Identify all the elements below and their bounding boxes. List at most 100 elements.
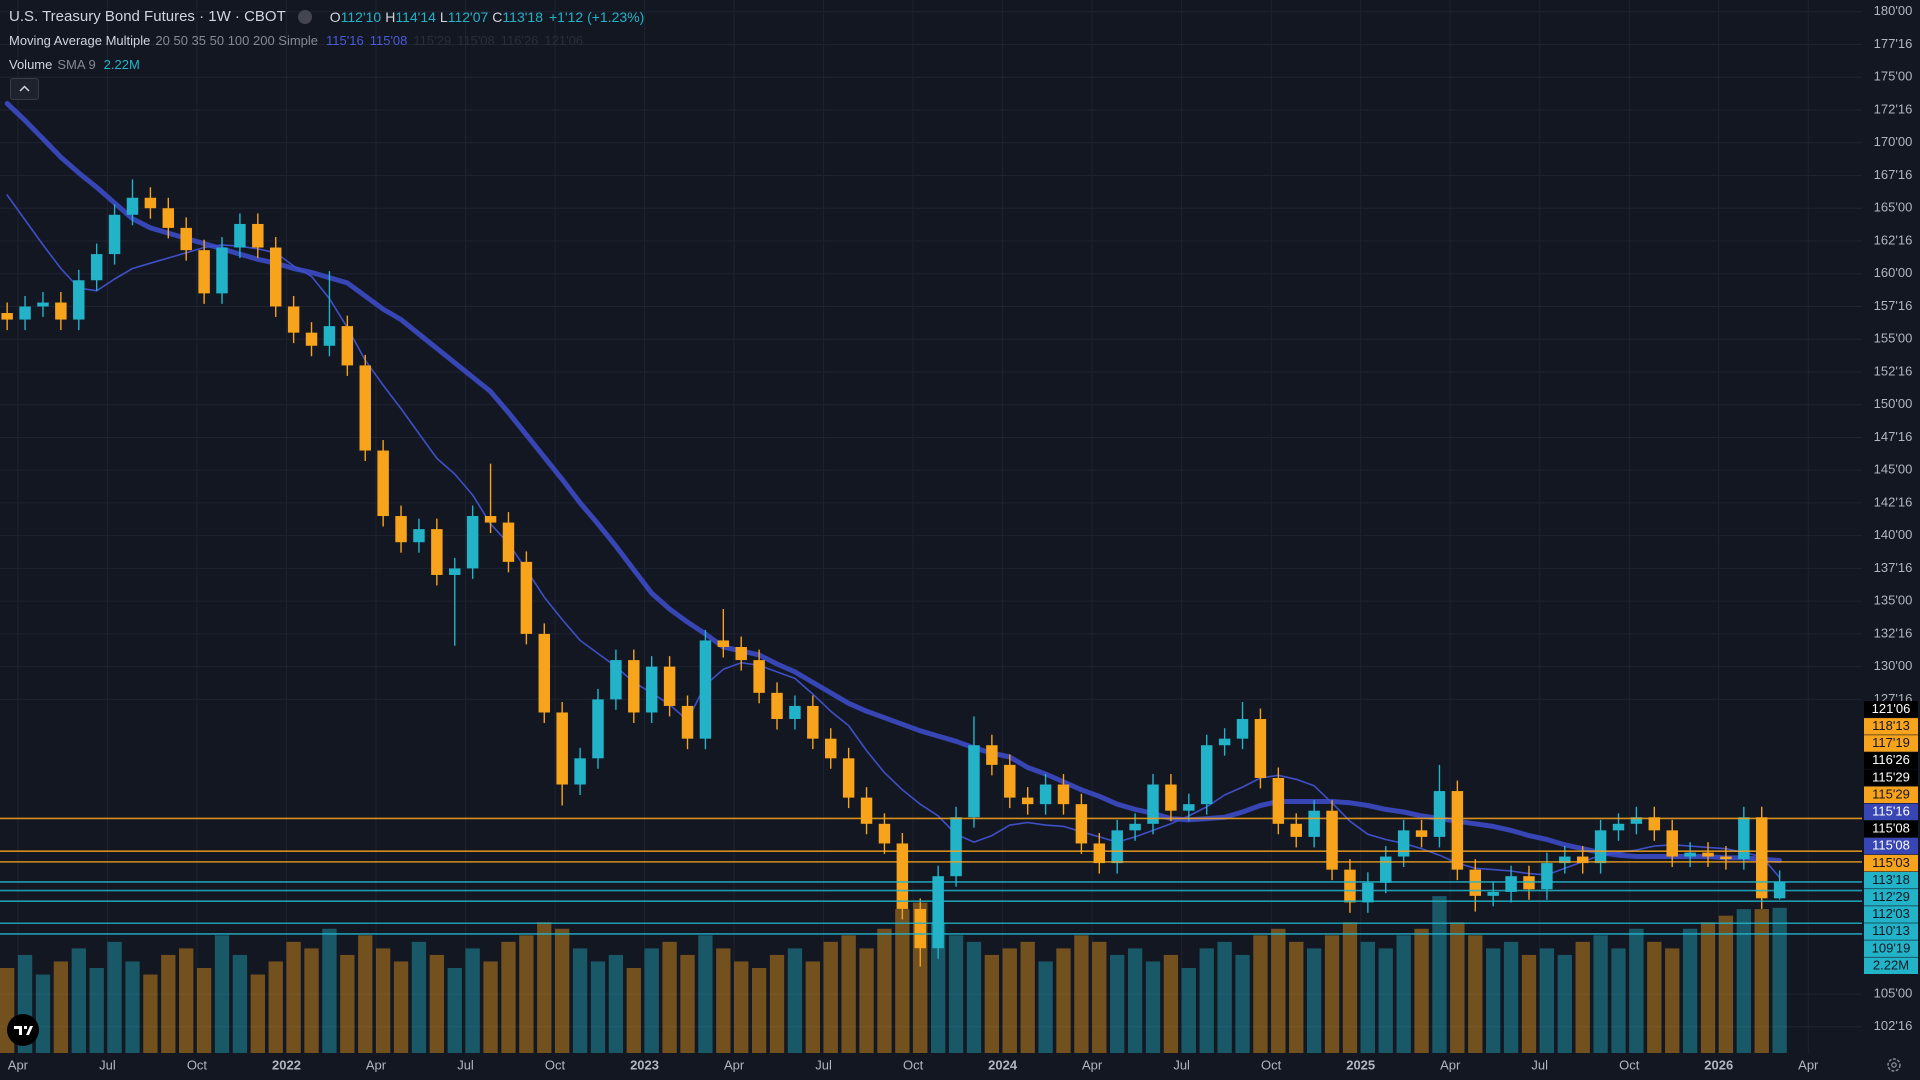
volume-bar [1342,922,1358,1053]
market-status[interactable] [297,10,312,24]
settings-button[interactable] [1887,1058,1901,1072]
candle-body [323,326,336,346]
y-tick-label: 140'00 [1874,527,1913,542]
price-marker-label: 110'13 [1872,923,1910,938]
volume-bar [1772,907,1787,1053]
volume-bar [411,941,427,1053]
candle-body [1541,863,1553,890]
candle-body [502,522,515,562]
collapse-legend-button[interactable] [10,78,39,100]
candle-body [1415,830,1428,837]
x-tick-label: Jul [99,1057,116,1072]
indicator-value: 116'26 [500,33,539,48]
price-marker-label: 115'16 [1872,804,1910,819]
indicator-name: Moving Average Multiple [9,33,151,48]
price-marker-box [1864,837,1918,855]
volume-bar [1468,935,1483,1053]
candle-body [1236,719,1249,739]
x-tick-label: 2025 [1346,1057,1375,1072]
volume-bar [823,941,838,1053]
price-marker-box [1864,786,1918,803]
y-tick-label: 170'00 [1874,134,1913,149]
volume-bar [1682,928,1698,1053]
volume-bar [53,961,69,1053]
candle-body [1666,830,1678,857]
volume-bar [877,928,892,1053]
volume-bar [1199,948,1214,1053]
candle-body [359,365,371,451]
candle-body [645,666,658,713]
y-tick-label: 155'00 [1874,331,1913,346]
candle-body [842,758,855,798]
candle-body [1075,804,1088,844]
volume-bar [1647,941,1662,1053]
y-tick-label: 150'00 [1874,396,1913,411]
volume-bar [232,954,248,1053]
candle-body [1165,784,1177,811]
logo[interactable] [7,1014,39,1046]
volume-bar [322,928,337,1053]
candle-body [484,516,497,523]
y-tick-label: 177'16 [1874,36,1913,51]
candle-body [234,223,246,248]
candle-body [1326,810,1338,870]
indicator-value: 115'08 [457,33,495,48]
y-tick-label: 157'16 [1874,298,1913,313]
candle-body [341,326,354,366]
volume-bar [1396,935,1411,1053]
candle-body [1720,856,1732,860]
logo-mark [14,1026,33,1035]
volume-bar [1736,909,1751,1053]
candle-body [681,705,694,739]
candle-body [1523,876,1535,890]
volume-bar [1557,954,1572,1053]
volume-bar [1127,948,1143,1053]
volume-bar [1665,948,1680,1053]
volume-bar [1360,941,1376,1053]
x-tick-label: 2022 [272,1057,301,1072]
price-marker-box [1864,906,1918,923]
candle-body [932,876,944,949]
volume-bar [89,968,104,1053]
candle-body [37,302,49,307]
candle-body [180,227,192,251]
y-tick-label: 167'16 [1874,167,1913,182]
x-tick-label: Jul [457,1057,474,1072]
volume-bar [787,948,803,1053]
volume-bar [751,968,767,1053]
candle-body [1469,869,1482,896]
volume-bar [1181,968,1196,1053]
x-tick-label: Oct [1619,1057,1640,1072]
ohlc-value: 113'18 [502,9,543,25]
y-tick-label: 147'16 [1874,429,1913,444]
candle-body [1129,823,1141,831]
candle-body [1183,804,1195,811]
ohlc-key: O [329,9,341,25]
candle-body [287,306,300,333]
x-tick-label: Apr [1082,1057,1103,1072]
volume-bar [1611,948,1626,1053]
volume-bar [1450,922,1465,1053]
volume-bar [734,961,749,1053]
volume-bar [895,909,910,1053]
candle-body [1630,817,1643,824]
volume-bar [698,935,713,1053]
volume-bar [268,961,283,1053]
y-tick-label: 105'00 [1874,986,1913,1001]
volume-bar [1324,935,1340,1053]
candle-body [108,214,121,255]
candle-body [968,745,980,818]
volume-bar [1235,954,1250,1053]
logo-circle [7,1014,39,1046]
volume-bar [179,948,194,1053]
candle-body [395,516,407,543]
price-marker-label: 118'13 [1872,718,1910,733]
x-tick-label: 2024 [988,1057,1018,1072]
volume-bar [1306,948,1322,1053]
volume-bar [984,954,1000,1053]
x-tick-label: Apr [366,1057,387,1072]
candle-body [663,666,676,706]
price-marker-label: 2.22M [1873,957,1909,972]
candle-body [1433,791,1446,837]
